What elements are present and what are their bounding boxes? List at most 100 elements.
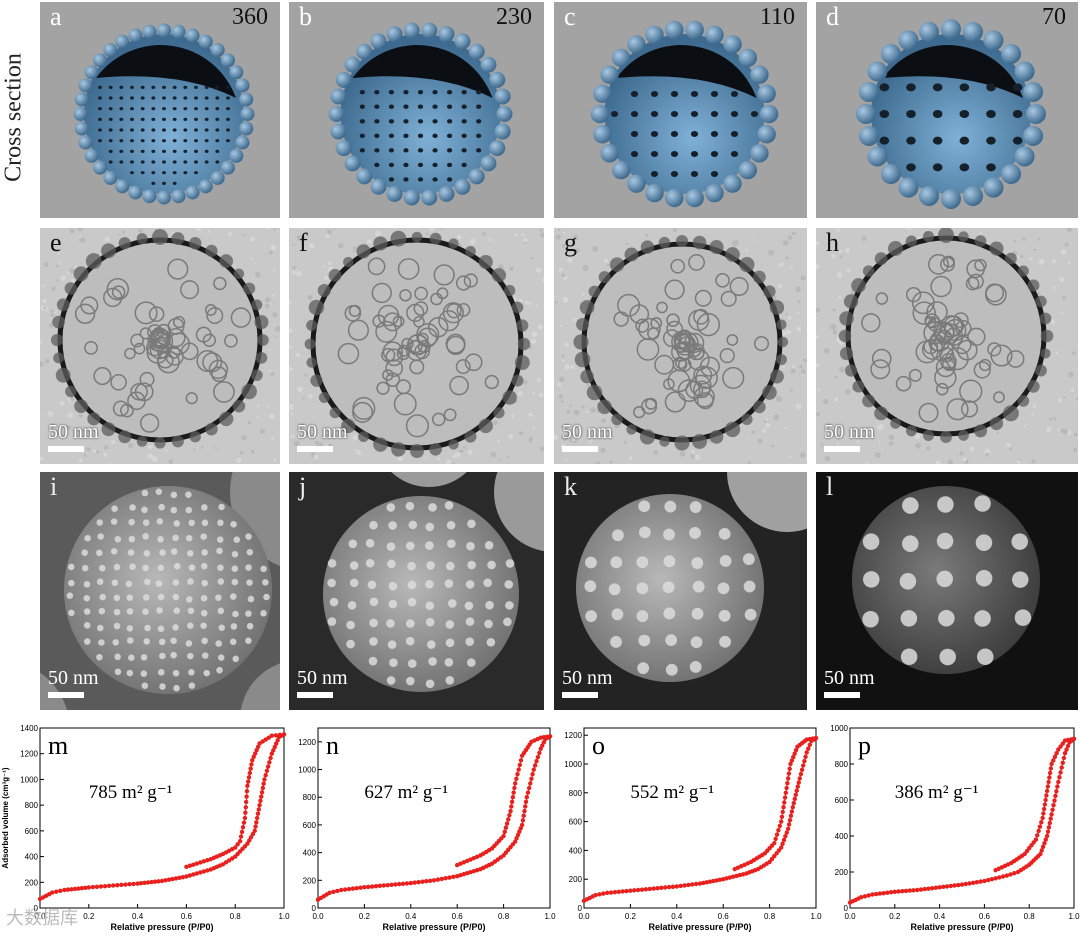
noise-speck — [575, 248, 580, 254]
adsorption-point — [159, 878, 165, 884]
panel-letter: m — [48, 731, 68, 760]
desorption-point — [504, 821, 510, 826]
surface-bump — [216, 666, 223, 674]
y-tick-label: 600 — [835, 796, 849, 805]
shell-bump — [922, 231, 934, 243]
desorption-point — [208, 856, 213, 862]
pore-hole — [730, 151, 739, 157]
noise-speck — [768, 249, 774, 256]
adsorption-point — [464, 870, 470, 876]
noise-speck — [352, 250, 355, 253]
surface-bump — [862, 571, 880, 588]
shell-bump — [1017, 395, 1030, 407]
shell-bump — [85, 253, 102, 270]
pore-hole — [710, 171, 719, 177]
shell-bump — [574, 351, 591, 368]
noise-speck — [564, 342, 569, 347]
noise-speck — [557, 382, 562, 387]
internal-pore — [172, 315, 186, 329]
pore-hole — [215, 107, 220, 111]
noise-speck — [734, 240, 739, 245]
shell-bump — [448, 238, 459, 249]
shell-bump — [136, 233, 148, 245]
shell-bump — [752, 270, 766, 284]
noise-speck — [1049, 417, 1053, 421]
pore-hole — [417, 148, 424, 153]
shell-bump — [310, 374, 323, 387]
shell-bump — [888, 241, 903, 257]
desorption-point — [1041, 806, 1047, 812]
noise-speck — [481, 232, 486, 236]
surface-bead — [438, 185, 455, 202]
internal-pore — [180, 280, 200, 300]
desorption-point — [257, 741, 262, 746]
surface-bump — [504, 580, 514, 589]
adsorption-point — [740, 872, 746, 877]
y-tick-label: 800 — [569, 789, 583, 798]
surface-bump — [114, 535, 122, 543]
internal-pore — [455, 275, 472, 291]
surface-bump — [425, 541, 434, 550]
noise-speck — [43, 306, 46, 310]
desorption-point — [478, 853, 483, 858]
pore-hole — [432, 148, 438, 153]
noise-speck — [1049, 318, 1056, 324]
internal-pore — [367, 257, 386, 276]
shell-bump — [341, 418, 356, 434]
shell-bump — [905, 425, 917, 437]
adsorption-point — [794, 788, 799, 793]
pore-hole — [194, 85, 198, 89]
shell-bump — [55, 367, 71, 383]
surface-bead — [757, 84, 776, 103]
internal-pore — [875, 292, 889, 305]
surface-bump — [445, 561, 455, 571]
pore-hole — [403, 104, 409, 109]
noise-speck — [836, 272, 843, 278]
pore-hole — [204, 139, 209, 143]
pore-hole — [183, 171, 188, 175]
surface-bump — [444, 501, 454, 510]
adsorption-point — [717, 877, 723, 883]
desorption-point — [782, 795, 788, 800]
adsorption-point — [1056, 779, 1061, 785]
internal-pore — [645, 397, 658, 410]
pore-hole — [1012, 83, 1023, 92]
adsorption-point — [256, 807, 261, 812]
internal-pore — [149, 329, 174, 353]
noise-speck — [58, 260, 61, 264]
noise-speck — [626, 242, 629, 246]
adsorption-point — [530, 771, 535, 777]
x-tick-label: 1.0 — [278, 912, 290, 921]
noise-speck — [424, 456, 427, 459]
internal-pore — [352, 401, 374, 423]
noise-speck — [79, 236, 86, 243]
adsorption-point — [119, 882, 124, 888]
adsorption-point — [514, 836, 519, 841]
pore-hole — [108, 139, 113, 143]
surface-bump — [689, 527, 701, 539]
adsorption-point — [608, 890, 614, 895]
surface-bump — [902, 497, 919, 514]
noise-speck — [197, 228, 202, 231]
x-axis-label: Relative pressure (P/P0) — [382, 922, 485, 932]
adsorption-point — [72, 886, 78, 892]
adsorption-point — [1053, 793, 1058, 799]
internal-pore — [157, 350, 180, 374]
panel-d-model: d 70 — [816, 2, 1078, 218]
adsorption-point — [989, 877, 995, 882]
surface-bead — [157, 190, 171, 205]
surface-bump — [387, 640, 397, 649]
internal-pore — [636, 338, 660, 361]
noise-speck — [1064, 242, 1069, 247]
desorption-point — [198, 860, 203, 865]
pore-hole — [403, 162, 409, 168]
adsorption-point — [253, 824, 258, 829]
surface-bead — [919, 186, 939, 207]
adsorption-point — [911, 888, 916, 893]
surface-bead — [480, 155, 497, 172]
adsorption-point — [346, 886, 352, 892]
noise-speck — [569, 404, 572, 407]
surface-bump — [126, 625, 134, 632]
x-tick-label: 0.8 — [498, 912, 510, 921]
noise-speck — [590, 407, 596, 413]
